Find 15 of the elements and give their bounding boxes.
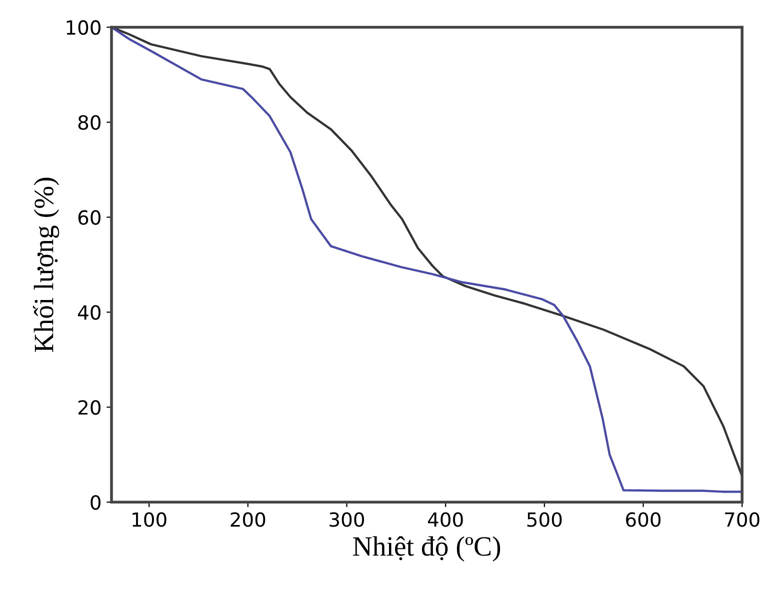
y-axis-title: Khối lượng (%) [33,178,60,352]
x-tick-label: 200 [230,512,266,527]
y-tick-label: 80 [78,115,100,130]
y-tick-label: 40 [78,305,100,320]
y-tick-label: 20 [78,400,100,415]
x-tick-label: 500 [527,512,562,527]
x-tick-label: 100 [132,512,166,527]
y-tick-label: 0 [90,495,100,510]
x-tick-label: 300 [330,512,364,527]
x-tick-label: 400 [428,512,463,527]
x-tick-label: 600 [626,512,661,527]
x-axis-title: Nhiệt độ (ºC) [353,536,500,562]
x-tick-label: 700 [725,512,760,527]
y-tick-label: 100 [66,20,100,35]
y-tick-label: 60 [78,210,100,225]
